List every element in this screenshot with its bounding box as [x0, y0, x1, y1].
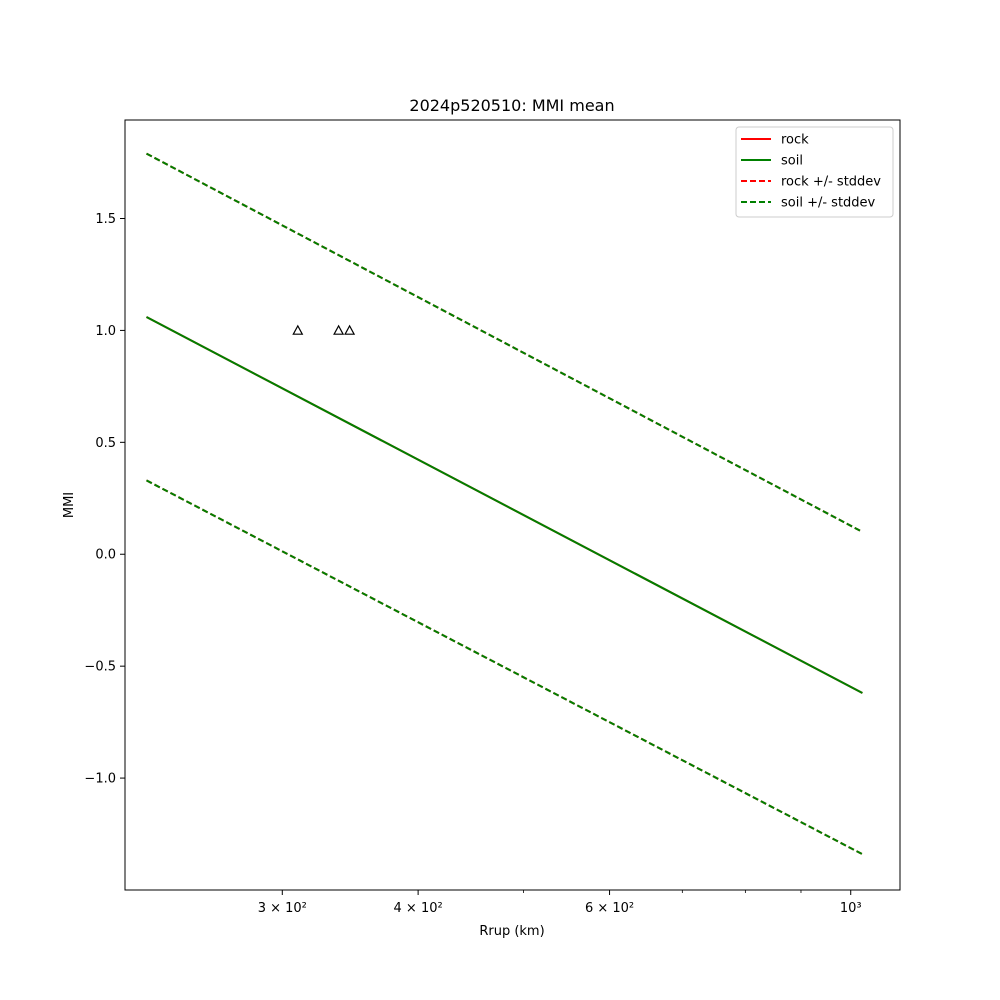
y-tick-label: 0.5 [95, 436, 116, 451]
x-axis: 3 × 10² 4 × 10² 6 × 10² 10³ [258, 890, 862, 916]
legend-box [735, 126, 894, 218]
y-tick-label: −1.0 [84, 772, 116, 787]
y-tick-label: 1.5 [95, 212, 116, 227]
y-tick-label: 1.0 [95, 324, 116, 339]
x-tick-label: 10³ [840, 901, 862, 916]
observation-marker [292, 324, 304, 335]
legend-label-soil: soil [781, 154, 803, 169]
legend-label-rock-stddev: rock +/- stddev [781, 175, 881, 190]
series-line-soil-stddev-lower [146, 479, 863, 856]
legend-label-rock: rock [781, 133, 809, 148]
plot-frame [124, 119, 901, 891]
observation-marker [333, 324, 345, 335]
y-tick-label: 0.0 [95, 548, 116, 563]
chart-title: 2024p520510: MMI mean [409, 96, 614, 115]
legend-label-soil-stddev: soil +/- stddev [781, 196, 876, 211]
plot-area [146, 152, 863, 856]
x-tick-label: 4 × 10² [394, 901, 443, 916]
series-line-soil [146, 316, 863, 694]
x-tick-label: 3 × 10² [258, 901, 307, 916]
y-axis: −1.0 −0.5 0.0 0.5 1.0 1.5 [84, 212, 125, 787]
y-axis-label: MMI [62, 492, 77, 518]
observation-marker [344, 324, 356, 335]
x-axis-label: Rrup (km) [479, 924, 544, 939]
x-tick-label: 6 × 10² [585, 901, 634, 916]
legend: rock soil rock +/- stddev soil +/- stddev [735, 126, 894, 218]
y-tick-label: −0.5 [84, 660, 116, 675]
